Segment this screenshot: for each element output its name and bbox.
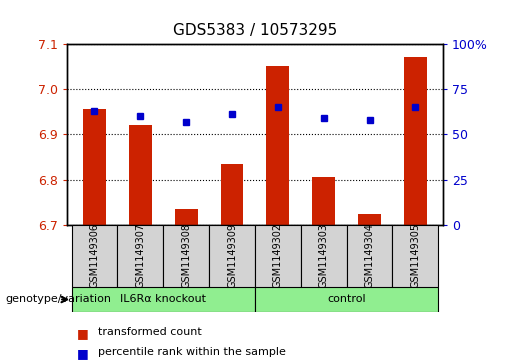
FancyBboxPatch shape	[392, 225, 438, 287]
FancyBboxPatch shape	[255, 287, 438, 312]
FancyBboxPatch shape	[255, 225, 301, 287]
Bar	[175, 209, 198, 225]
Text: genotype/variation: genotype/variation	[5, 294, 111, 305]
Bar	[83, 109, 106, 225]
FancyBboxPatch shape	[209, 225, 255, 287]
Text: GSM1149303: GSM1149303	[319, 223, 329, 289]
Bar	[312, 178, 335, 225]
Bar	[358, 214, 381, 225]
Text: percentile rank within the sample: percentile rank within the sample	[98, 347, 286, 357]
Text: ■: ■	[77, 347, 89, 360]
Text: GSM1149305: GSM1149305	[410, 223, 420, 289]
Text: control: control	[328, 294, 366, 305]
FancyBboxPatch shape	[347, 225, 392, 287]
FancyBboxPatch shape	[301, 225, 347, 287]
Text: GSM1149304: GSM1149304	[365, 223, 374, 289]
Text: transformed count: transformed count	[98, 327, 201, 337]
Text: GSM1149308: GSM1149308	[181, 223, 191, 289]
Text: GSM1149306: GSM1149306	[90, 223, 99, 289]
Bar	[220, 164, 244, 225]
Bar	[404, 57, 427, 225]
Text: ■: ■	[77, 327, 89, 340]
FancyBboxPatch shape	[163, 225, 209, 287]
Text: GSM1149302: GSM1149302	[273, 223, 283, 289]
Text: IL6Rα knockout: IL6Rα knockout	[120, 294, 206, 305]
Bar	[266, 66, 289, 225]
FancyBboxPatch shape	[117, 225, 163, 287]
FancyBboxPatch shape	[72, 225, 117, 287]
Text: GSM1149307: GSM1149307	[135, 223, 145, 289]
FancyBboxPatch shape	[72, 287, 255, 312]
Bar	[129, 125, 152, 225]
Title: GDS5383 / 10573295: GDS5383 / 10573295	[173, 23, 337, 38]
Text: GSM1149309: GSM1149309	[227, 223, 237, 289]
